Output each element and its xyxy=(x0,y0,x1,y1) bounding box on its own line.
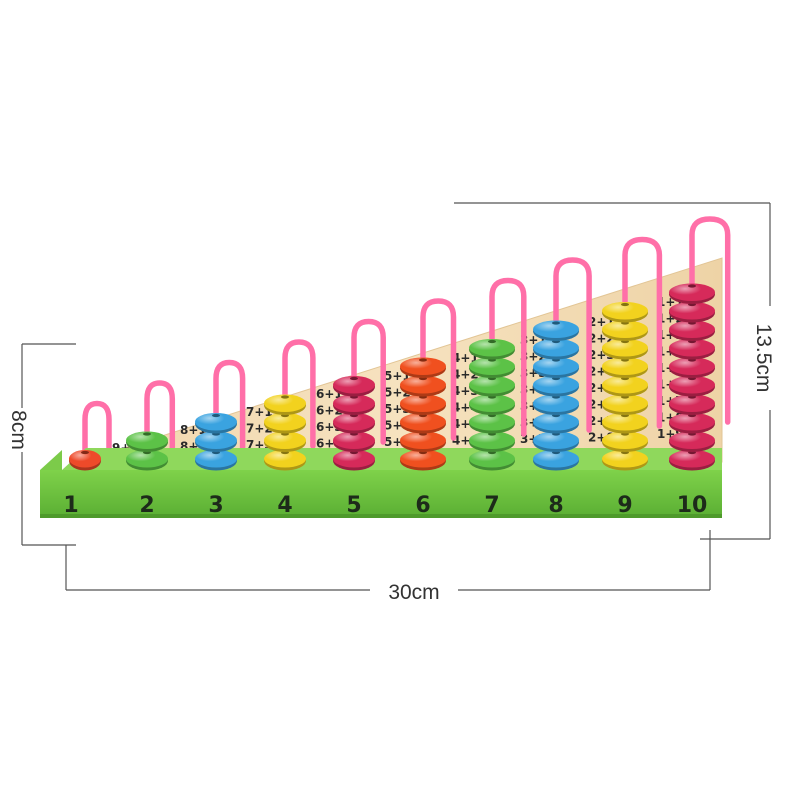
base-number: 10 xyxy=(677,493,708,518)
wire-rod xyxy=(420,298,457,473)
bead xyxy=(669,302,715,323)
green-base-shadow xyxy=(40,514,722,518)
bead xyxy=(533,413,579,434)
bead xyxy=(533,431,579,452)
bead xyxy=(602,302,648,323)
bead xyxy=(669,394,715,415)
bead xyxy=(264,394,306,415)
bead xyxy=(195,413,237,434)
bead xyxy=(602,376,648,397)
wire-rod xyxy=(82,400,112,473)
bead xyxy=(669,431,715,452)
base-number: 3 xyxy=(208,493,223,518)
bead xyxy=(469,394,515,415)
bead xyxy=(400,450,446,471)
bead xyxy=(333,376,375,397)
wire-rod xyxy=(489,277,527,473)
bead xyxy=(602,339,648,360)
back-height-dimension-label: 13.5cm xyxy=(752,324,775,393)
base-number: 1 xyxy=(63,493,78,518)
width-dimension-label: 30cm xyxy=(388,581,439,604)
wire-rod xyxy=(689,216,731,473)
bead xyxy=(400,431,446,452)
bead xyxy=(195,431,237,452)
bead xyxy=(602,320,648,341)
wire-rod xyxy=(553,257,592,473)
bead xyxy=(264,431,306,452)
base-numbers: 1 2 3 4 5 6 7 8 9 10 xyxy=(63,493,707,518)
bead xyxy=(469,339,515,360)
bead xyxy=(400,413,446,434)
bead xyxy=(400,357,446,378)
bead xyxy=(602,431,648,452)
wire-rod xyxy=(282,339,316,473)
dimension-lines xyxy=(21,202,771,591)
bead xyxy=(469,431,515,452)
bead xyxy=(469,376,515,397)
bead xyxy=(669,357,715,378)
board-equations: 9+18+18+27+17+27+36+16+26+36+45+15+25+35… xyxy=(112,295,694,455)
green-base xyxy=(40,470,722,518)
base-number: 6 xyxy=(415,493,430,518)
bead-columns xyxy=(69,283,715,471)
bead xyxy=(669,450,715,471)
bead xyxy=(669,283,715,304)
wire-rod xyxy=(213,359,246,473)
bead xyxy=(669,339,715,360)
bead xyxy=(69,450,101,471)
bead xyxy=(533,320,579,341)
base-number: 7 xyxy=(484,493,499,518)
bead xyxy=(333,431,375,452)
bead xyxy=(533,450,579,471)
bead xyxy=(602,394,648,415)
base-number: 2 xyxy=(139,493,154,518)
bead xyxy=(264,450,306,471)
front-height-dimension-label: 8cm xyxy=(7,410,30,450)
bead xyxy=(602,450,648,471)
bead xyxy=(602,357,648,378)
bead xyxy=(469,413,515,434)
bead xyxy=(669,320,715,341)
bead xyxy=(602,413,648,434)
base-number: 8 xyxy=(548,493,563,518)
bead xyxy=(669,376,715,397)
bead xyxy=(533,376,579,397)
bead xyxy=(533,339,579,360)
bead xyxy=(400,394,446,415)
green-base-left xyxy=(40,450,62,470)
bead xyxy=(400,376,446,397)
bead xyxy=(669,413,715,434)
bead xyxy=(195,450,237,471)
bead xyxy=(469,450,515,471)
bead xyxy=(126,431,168,452)
wire-rod xyxy=(351,318,386,473)
wire-rod xyxy=(144,380,176,473)
base-number: 4 xyxy=(277,493,292,518)
bead xyxy=(264,413,306,434)
bead xyxy=(533,394,579,415)
wire-rods xyxy=(82,216,731,473)
bead xyxy=(333,394,375,415)
bead xyxy=(469,357,515,378)
wire-rod xyxy=(622,236,663,473)
bead xyxy=(126,450,168,471)
bead xyxy=(533,357,579,378)
bead xyxy=(333,413,375,434)
bead xyxy=(333,450,375,471)
base-number: 9 xyxy=(617,493,632,518)
base-number: 5 xyxy=(346,493,361,518)
